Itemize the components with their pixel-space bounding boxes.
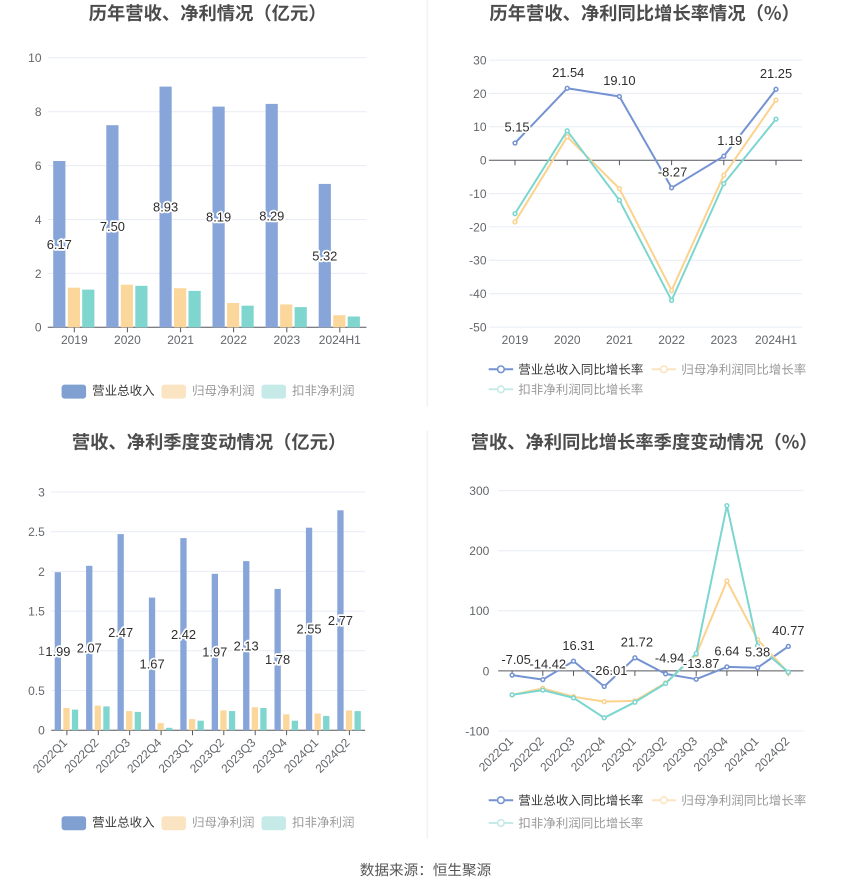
svg-text:2.47: 2.47 bbox=[108, 625, 133, 640]
svg-text:1.5: 1.5 bbox=[28, 604, 45, 618]
svg-text:2: 2 bbox=[35, 267, 42, 281]
svg-text:0: 0 bbox=[35, 321, 42, 335]
svg-text:300: 300 bbox=[469, 484, 489, 498]
svg-text:1: 1 bbox=[38, 644, 45, 658]
svg-text:16.31: 16.31 bbox=[562, 638, 594, 653]
svg-text:2: 2 bbox=[38, 565, 45, 579]
svg-text:-7.05: -7.05 bbox=[501, 652, 530, 667]
svg-text:200: 200 bbox=[469, 544, 489, 558]
svg-text:2.77: 2.77 bbox=[328, 613, 353, 628]
svg-text:2.5: 2.5 bbox=[28, 525, 45, 539]
svg-text:2020: 2020 bbox=[114, 333, 141, 347]
svg-text:0: 0 bbox=[480, 154, 487, 168]
svg-text:2024H1: 2024H1 bbox=[319, 333, 361, 347]
svg-text:21.72: 21.72 bbox=[621, 635, 653, 650]
svg-text:100: 100 bbox=[469, 604, 489, 618]
svg-text:-50: -50 bbox=[469, 320, 487, 334]
svg-text:2021: 2021 bbox=[167, 333, 194, 347]
svg-text:0.5: 0.5 bbox=[28, 684, 45, 698]
svg-text:-26.01: -26.01 bbox=[591, 663, 628, 678]
svg-text:0: 0 bbox=[483, 664, 490, 678]
svg-text:2.55: 2.55 bbox=[296, 622, 321, 637]
svg-text:8.93: 8.93 bbox=[153, 200, 178, 215]
svg-text:2.42: 2.42 bbox=[171, 627, 196, 642]
svg-text:-13.87: -13.87 bbox=[683, 656, 720, 671]
svg-text:1.99: 1.99 bbox=[45, 644, 70, 659]
svg-text:21.25: 21.25 bbox=[760, 66, 792, 81]
svg-text:-8.27: -8.27 bbox=[658, 165, 687, 180]
svg-text:0: 0 bbox=[38, 724, 45, 738]
svg-text:19.10: 19.10 bbox=[603, 73, 635, 88]
svg-text:5.38: 5.38 bbox=[745, 644, 770, 659]
svg-text:2023: 2023 bbox=[273, 333, 300, 347]
svg-text:10: 10 bbox=[28, 51, 42, 65]
svg-text:-30: -30 bbox=[469, 254, 487, 268]
svg-text:2022: 2022 bbox=[658, 333, 685, 347]
svg-text:8: 8 bbox=[35, 105, 42, 119]
svg-text:21.54: 21.54 bbox=[552, 65, 584, 80]
svg-text:5.15: 5.15 bbox=[504, 120, 529, 135]
svg-text:1.78: 1.78 bbox=[265, 652, 290, 667]
svg-text:8.29: 8.29 bbox=[259, 208, 284, 223]
svg-text:2.13: 2.13 bbox=[234, 638, 259, 653]
svg-text:2019: 2019 bbox=[61, 333, 88, 347]
svg-text:2023: 2023 bbox=[710, 333, 737, 347]
svg-text:-20: -20 bbox=[469, 220, 487, 234]
svg-text:1.67: 1.67 bbox=[140, 657, 165, 672]
svg-text:6.17: 6.17 bbox=[47, 237, 72, 252]
svg-text:-100: -100 bbox=[465, 724, 489, 738]
svg-text:6: 6 bbox=[35, 159, 42, 173]
svg-text:20: 20 bbox=[473, 87, 487, 101]
svg-text:2022: 2022 bbox=[220, 333, 247, 347]
svg-text:-10: -10 bbox=[469, 187, 487, 201]
svg-text:2020: 2020 bbox=[554, 333, 581, 347]
svg-text:-40: -40 bbox=[469, 287, 487, 301]
svg-text:2019: 2019 bbox=[502, 333, 529, 347]
svg-text:5.32: 5.32 bbox=[312, 248, 337, 263]
svg-text:2024H1: 2024H1 bbox=[755, 333, 797, 347]
svg-text:40.77: 40.77 bbox=[772, 623, 804, 638]
svg-text:6.64: 6.64 bbox=[714, 644, 739, 659]
svg-text:2.07: 2.07 bbox=[77, 641, 102, 656]
svg-text:3: 3 bbox=[38, 485, 45, 499]
svg-text:2021: 2021 bbox=[606, 333, 633, 347]
svg-text:8.19: 8.19 bbox=[206, 210, 231, 225]
svg-text:4: 4 bbox=[35, 213, 42, 227]
svg-text:10: 10 bbox=[473, 120, 487, 134]
svg-text:-4.94: -4.94 bbox=[655, 651, 684, 666]
svg-text:-14.42: -14.42 bbox=[530, 656, 567, 671]
svg-text:1.19: 1.19 bbox=[717, 133, 742, 148]
svg-text:1.97: 1.97 bbox=[202, 645, 227, 660]
svg-text:7.50: 7.50 bbox=[100, 219, 125, 234]
svg-text:30: 30 bbox=[473, 53, 487, 67]
